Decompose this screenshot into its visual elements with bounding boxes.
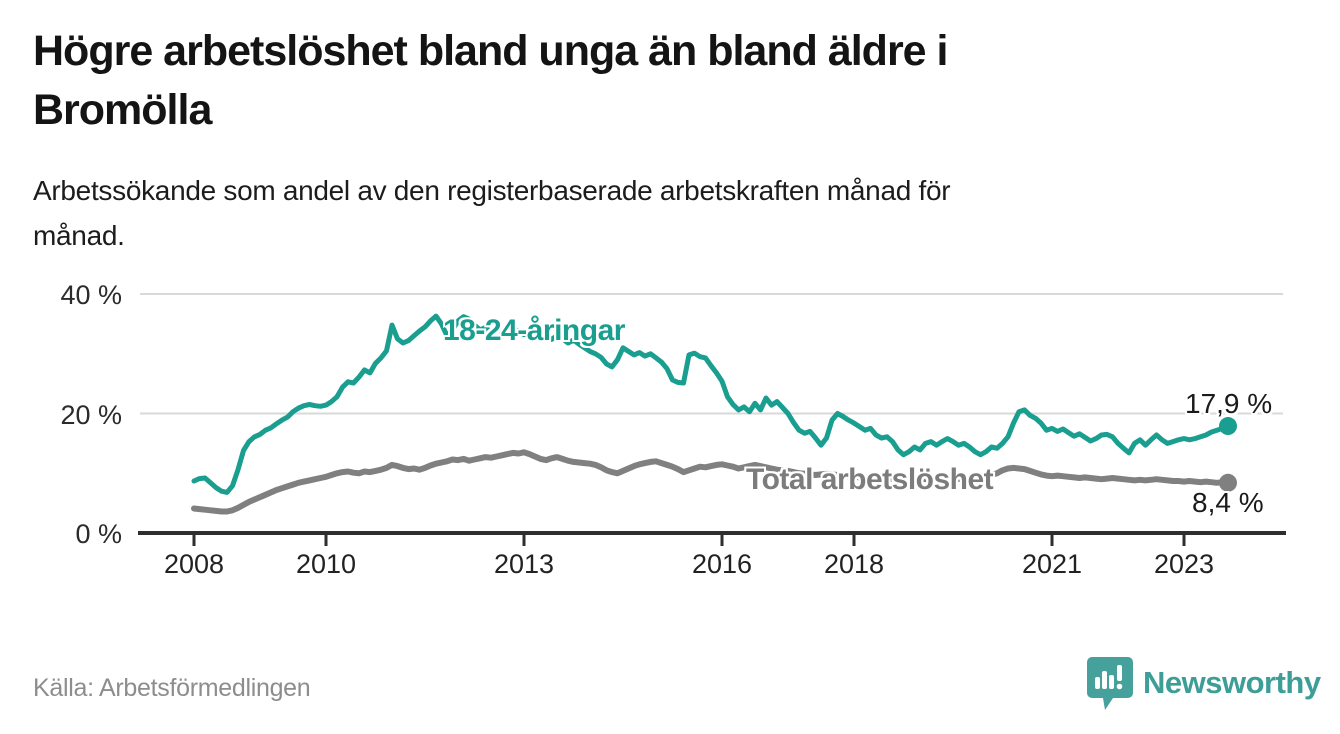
newsworthy-icon xyxy=(1087,657,1133,710)
end-value-label-total: 8,4 % xyxy=(1192,487,1264,518)
source-note: Källa: Arbetsförmedlingen xyxy=(33,674,311,702)
x-axis-label-2013: 2013 xyxy=(493,549,555,579)
series-label-young: 18-24-åringar xyxy=(443,314,625,347)
brand-logo: Newsworthy xyxy=(1087,655,1321,711)
brand-wordmark: Newsworthy xyxy=(1143,665,1321,700)
end-value-label-young: 17,9 % xyxy=(1185,388,1273,419)
x-axis-label-2010: 2010 xyxy=(295,549,357,579)
x-axis-label-2016: 2016 xyxy=(691,549,753,579)
x-axis-label-2023: 2023 xyxy=(1153,549,1215,579)
y-axis-label-40: 40 % xyxy=(60,280,122,310)
y-axis-label-0: 0 % xyxy=(75,519,122,549)
x-axis-label-2021: 2021 xyxy=(1021,549,1083,579)
y-axis-label-20: 20 % xyxy=(60,400,122,430)
page-title: Högre arbetslöshet bland unga än bland ä… xyxy=(33,22,1213,140)
page-subtitle: Arbetssökande som andel av den registerb… xyxy=(33,168,1223,258)
subtitle-line-1: Arbetssökande som andel av den registerb… xyxy=(33,175,951,206)
series-label-total: Total arbetslöshet xyxy=(746,463,994,496)
x-axis-label-2008: 2008 xyxy=(163,549,225,579)
x-axis-label-2018: 2018 xyxy=(823,549,885,579)
title-line-2: Bromölla xyxy=(33,86,212,134)
subtitle-line-2: månad. xyxy=(33,220,125,251)
title-line-1: Högre arbetslöshet bland unga än bland ä… xyxy=(33,27,948,75)
